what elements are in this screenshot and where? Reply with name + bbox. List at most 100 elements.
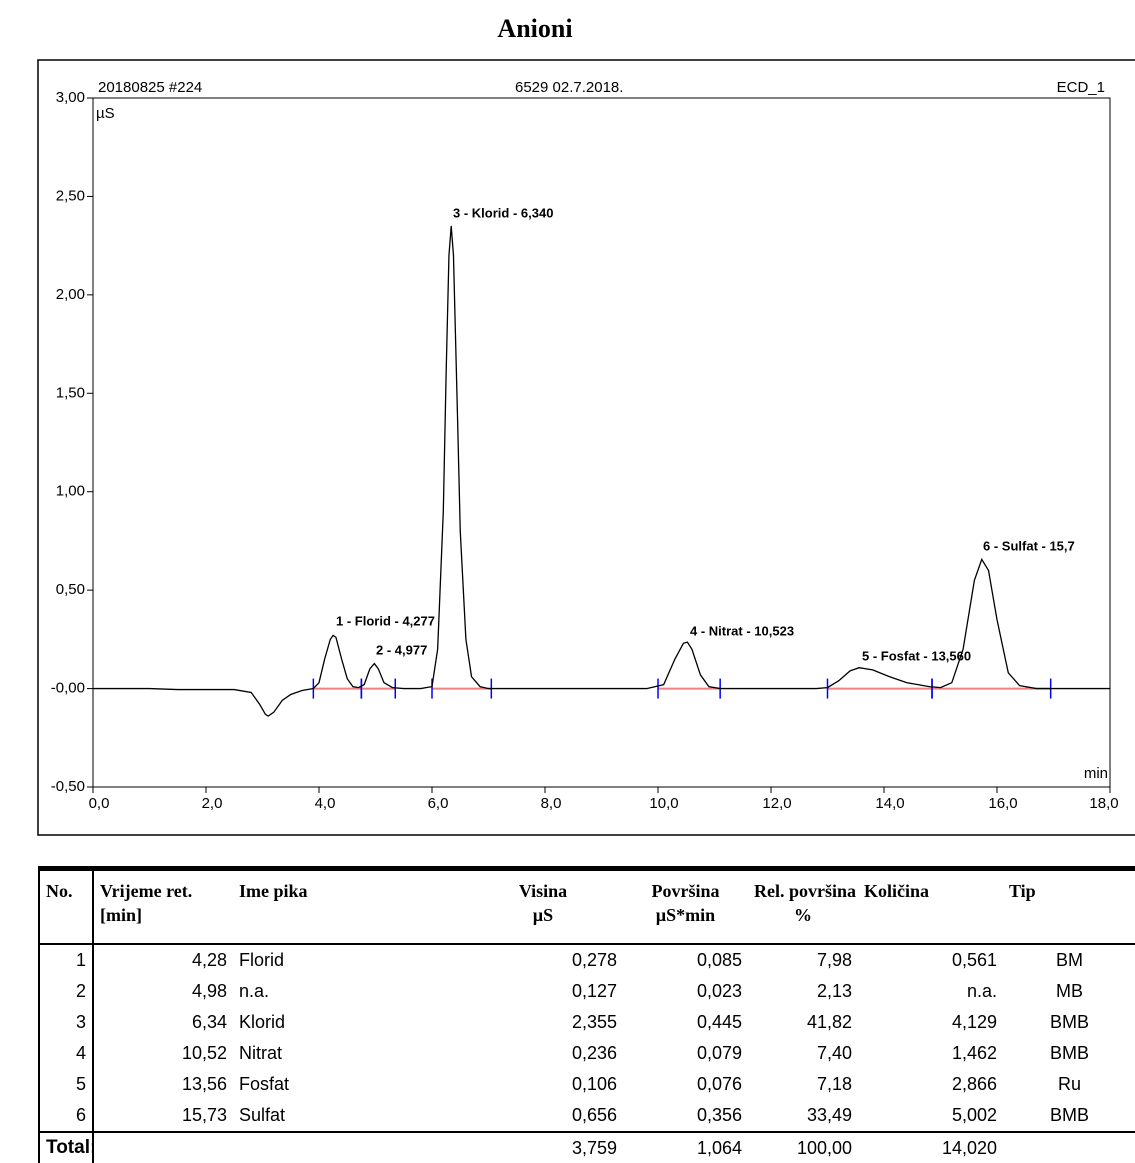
plot-frame: [92, 97, 1111, 788]
y-tick-label: 1,00: [56, 483, 85, 500]
column-header: Visina µS: [463, 868, 623, 945]
y-tick-label: 3,00: [56, 89, 85, 106]
table-cell: 0,085: [696, 950, 742, 970]
table-cell: BMB: [1049, 1043, 1089, 1063]
table-row: 5 13,56 Fosfat 0,106 0,076 7,18 2,866 Ru: [38, 1069, 1135, 1100]
table-cell: 2,866: [951, 1074, 997, 1094]
header-line: Ime pika: [239, 881, 308, 901]
header-line: Rel. površina: [754, 881, 857, 901]
table-cell: 41,82: [806, 1012, 852, 1032]
table-cell: 13,56: [181, 1074, 227, 1094]
table-cell: 6: [38, 1100, 94, 1132]
chromatogram: 20180825 #224 6529 02.7.2018. ECD_1 µS m…: [37, 59, 1135, 836]
chart-frame: [37, 59, 1135, 836]
table-cell: 0,356: [696, 1105, 742, 1125]
x-tick-label: 2,0: [202, 795, 223, 812]
table-row: 4 10,52 Nitrat 0,236 0,079 7,40 1,462 BMB: [38, 1038, 1135, 1069]
column-header: Površina µS*min: [623, 868, 748, 945]
table-cell: 0,106: [571, 1074, 617, 1094]
chromatogram-trace: [93, 225, 1110, 717]
x-tick-label: 10,0: [649, 795, 678, 812]
y-tick-label: -0,00: [51, 680, 85, 697]
x-tick-label: 18,0: [1089, 795, 1118, 812]
table-cell: 0,656: [571, 1105, 617, 1125]
column-header: Tip: [1003, 868, 1135, 945]
table-cell: 0,278: [571, 950, 617, 970]
total-label: Total:: [38, 1131, 94, 1163]
table-cell: Nitrat: [239, 1043, 283, 1063]
table-cell: 0,076: [696, 1074, 742, 1094]
table-cell: 3: [38, 1007, 94, 1038]
table-cell: 2,355: [571, 1012, 617, 1032]
header-line: µS: [532, 905, 554, 925]
peak-annotation: 4 - Nitrat - 10,523: [690, 623, 794, 638]
y-tick-label: 2,00: [56, 286, 85, 303]
results-table: No. Vrijeme ret. [min] Ime pika Visina µS Povr…: [38, 866, 1135, 1163]
chart-header-right: ECD_1: [1057, 79, 1105, 96]
y-tick-label: 0,50: [56, 581, 85, 598]
column-header: Ime pika: [233, 868, 463, 945]
x-tick-label: 12,0: [762, 795, 791, 812]
table-cell: 4,98: [191, 981, 227, 1001]
y-tick-label: 2,50: [56, 187, 85, 204]
x-tick-label: 4,0: [315, 795, 336, 812]
table-cell: n.a.: [966, 981, 997, 1001]
header-line: µS*min: [655, 905, 716, 925]
table-cell: Florid: [239, 950, 285, 970]
header-line: [min]: [100, 905, 142, 925]
table-cell: 2: [38, 976, 94, 1007]
table-cell: 0,079: [696, 1043, 742, 1063]
page-title: Anioni: [497, 14, 573, 43]
table-cell: BMB: [1049, 1012, 1089, 1032]
column-header: Vrijeme ret. [min]: [93, 868, 233, 945]
peak-annotation: 1 - Florid - 4,277: [336, 613, 435, 628]
x-tick-label: 16,0: [988, 795, 1017, 812]
total-cell: 100,00: [748, 1131, 858, 1163]
y-tick-label: -0,50: [51, 778, 85, 795]
x-tick-label: 8,0: [541, 795, 562, 812]
header-line: Količina: [864, 881, 930, 901]
total-cell: 14,020: [858, 1131, 1003, 1163]
header-line: Visina: [518, 881, 568, 901]
table-cell: 2,13: [816, 981, 852, 1001]
x-axis-label: min: [1084, 765, 1108, 782]
table-cell: 7,98: [816, 950, 852, 970]
table-cell: BM: [1056, 950, 1083, 970]
peak-annotation: 3 - Klorid - 6,340: [453, 205, 553, 220]
x-tick-label: 14,0: [875, 795, 904, 812]
table-cell: 0,561: [951, 950, 997, 970]
y-axis-label: µS: [96, 105, 115, 122]
column-header: Količina: [858, 868, 1003, 945]
total-cell: 1,064: [623, 1131, 748, 1163]
table-cell: 15,73: [181, 1105, 227, 1125]
table-cell: Klorid: [239, 1012, 286, 1032]
header-line: Površina: [651, 881, 720, 901]
header-line: Tip: [1009, 881, 1036, 901]
table-cell: Fosfat: [239, 1074, 290, 1094]
table-cell: 33,49: [806, 1105, 852, 1125]
table-cell: 1,462: [951, 1043, 997, 1063]
table-cell: 0,236: [571, 1043, 617, 1063]
y-tick-label: 1,50: [56, 384, 85, 401]
peak-annotation: 2 - 4,977: [376, 642, 427, 657]
table-cell: 6,34: [191, 1012, 227, 1032]
table-cell: 7,18: [816, 1074, 852, 1094]
table-cell: 0,445: [696, 1012, 742, 1032]
table-cell: n.a.: [239, 981, 270, 1001]
table-cell: Sulfat: [239, 1105, 286, 1125]
table-cell: 0,127: [571, 981, 617, 1001]
header-line: Vrijeme ret.: [100, 881, 193, 901]
table-cell: 4: [38, 1038, 94, 1069]
x-tick-label: 0,0: [89, 795, 110, 812]
peak-annotation: 5 - Fosfat - 13,560: [862, 648, 971, 663]
table-cell: 0,023: [696, 981, 742, 1001]
peak-annotation: 6 - Sulfat - 15,7: [983, 538, 1075, 553]
table-cell: Ru: [1057, 1074, 1081, 1094]
table-row: 3 6,34 Klorid 2,355 0,445 41,82 4,129 BMB: [38, 1007, 1135, 1038]
table-cell: 5,002: [951, 1105, 997, 1125]
column-header: Rel. površina%: [748, 868, 858, 945]
column-header: No.: [38, 868, 94, 945]
table-cell: 10,52: [181, 1043, 227, 1063]
table-cell: BMB: [1049, 1105, 1089, 1125]
